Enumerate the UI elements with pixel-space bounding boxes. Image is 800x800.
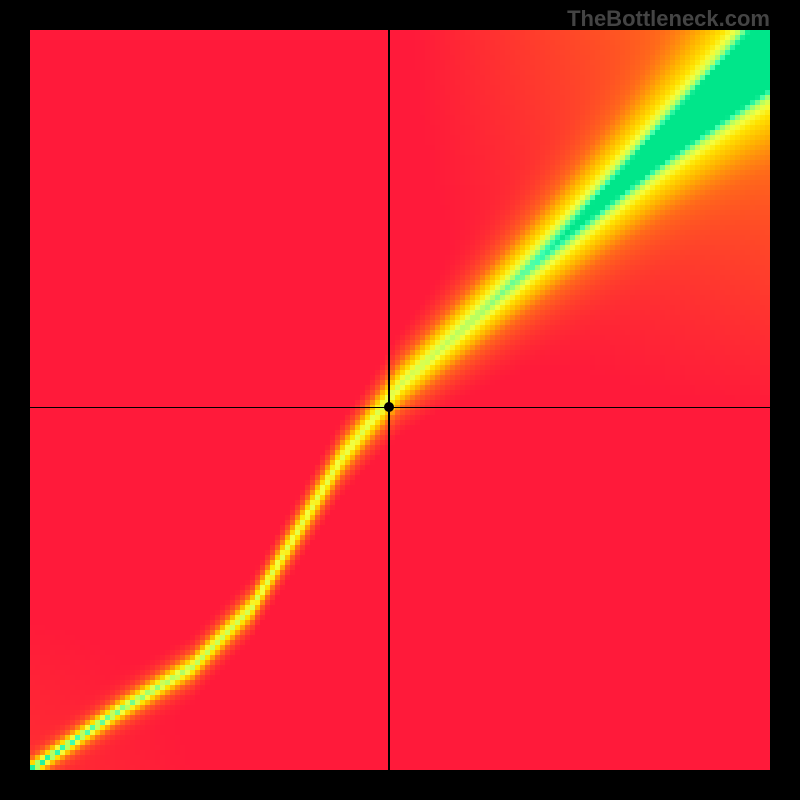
crosshair-horizontal — [30, 407, 770, 409]
watermark-text: TheBottleneck.com — [567, 6, 770, 32]
plot-container: TheBottleneck.com — [0, 0, 800, 800]
heatmap-canvas — [30, 30, 770, 770]
crosshair-vertical — [388, 30, 390, 770]
